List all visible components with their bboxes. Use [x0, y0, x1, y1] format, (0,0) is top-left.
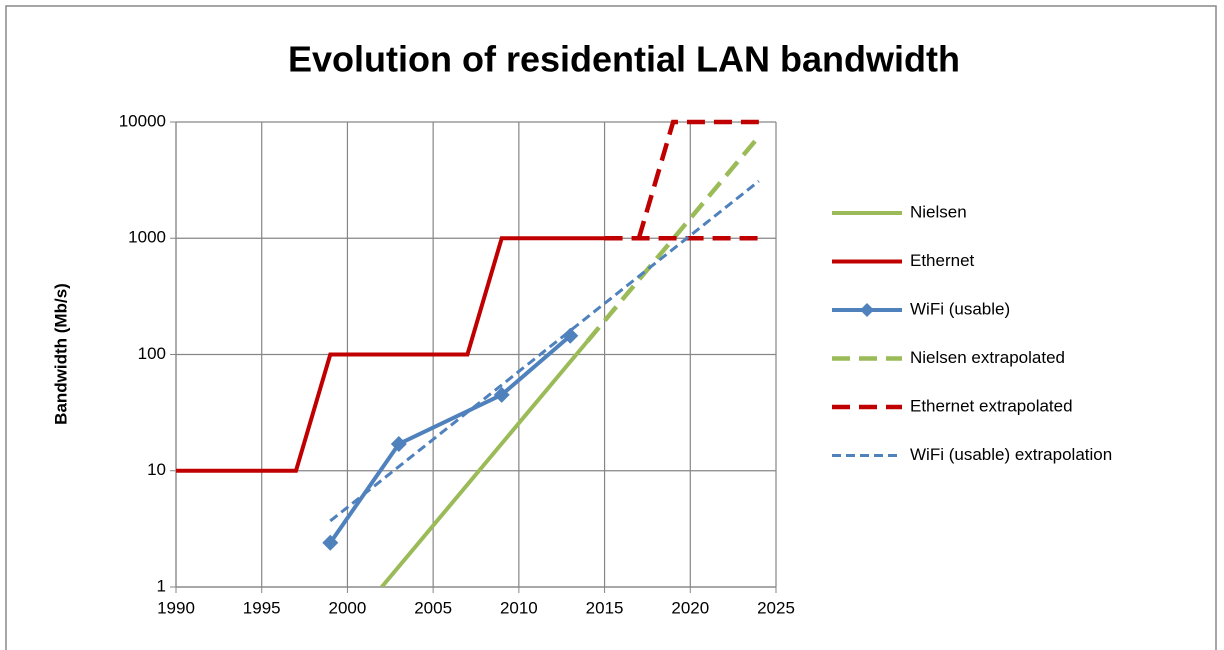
chart-title: Evolution of residential LAN bandwidth — [288, 39, 960, 80]
series-line — [585, 135, 761, 343]
series-line — [176, 236, 605, 473]
chart-frame — [5, 5, 1217, 650]
legend-label: Ethernet — [910, 251, 975, 270]
legend-label: Nielsen extrapolated — [910, 348, 1065, 367]
y-tick-label: 10 — [147, 460, 166, 479]
y-axis-label: Bandwidth (Mb/s) — [51, 283, 70, 425]
legend-label: Ethernet extrapolated — [910, 396, 1073, 415]
point-marker — [562, 327, 579, 344]
series-line — [604, 119, 759, 241]
point-marker — [493, 386, 510, 403]
legend-label: WiFi (usable) — [910, 299, 1010, 318]
y-tick-label: 100 — [138, 344, 166, 363]
legend-marker — [860, 303, 874, 317]
series-line — [380, 339, 589, 587]
x-tick-label: 2000 — [329, 598, 367, 617]
legend-label: WiFi (usable) extrapolation — [910, 445, 1112, 464]
y-tick-label: 1000 — [128, 228, 166, 247]
x-tick-label: 2020 — [671, 598, 709, 617]
x-tick-label: 1990 — [157, 598, 195, 617]
x-tick-label: 2025 — [757, 598, 795, 617]
point-marker — [390, 435, 407, 452]
legend-label: Nielsen — [910, 202, 967, 221]
x-tick-label: 2010 — [500, 598, 538, 617]
point-marker — [322, 534, 339, 551]
y-tick-label: 10000 — [119, 111, 166, 130]
series-line — [329, 179, 760, 523]
x-tick-label: 2015 — [586, 598, 624, 617]
y-tick-label: 1 — [157, 576, 166, 595]
x-tick-label: 2005 — [414, 598, 452, 617]
x-tick-label: 1995 — [243, 598, 281, 617]
